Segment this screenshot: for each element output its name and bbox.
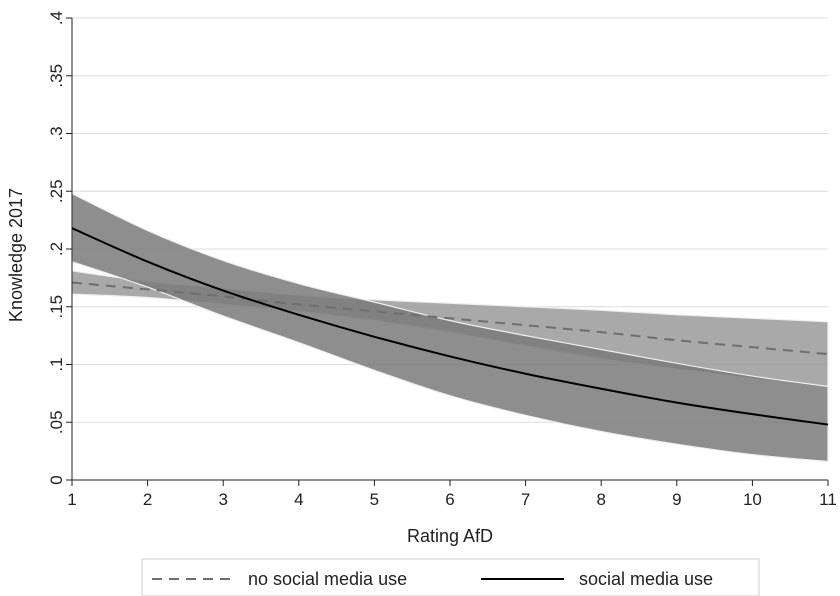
legend-label-social-media: social media use (579, 569, 713, 589)
ci-band-social-media-use (71, 192, 829, 463)
x-tick-label: 9 (672, 490, 681, 509)
legend-label-no-social-media: no social media use (248, 569, 407, 589)
x-tick-label: 7 (521, 490, 530, 509)
x-tick-label: 10 (743, 490, 762, 509)
y-tick-label: .25 (47, 179, 66, 203)
tick-labels: 0 .05 .1 .15 .2 .25 .3 .35 .4 1 2 3 4 5 6 7 8 9 10 11 (47, 11, 837, 509)
legend-box (141, 558, 760, 596)
x-tick-label: 5 (370, 490, 379, 509)
confidence-bands (71, 192, 829, 463)
y-tick-label: 0 (47, 475, 66, 484)
x-tick-label: 3 (218, 490, 227, 509)
y-tick-label: .1 (47, 357, 66, 371)
x-tick-label: 2 (143, 490, 152, 509)
y-tick-label: .2 (47, 242, 66, 256)
series-lines (71, 227, 829, 426)
y-tick-label: .4 (47, 11, 66, 25)
x-tick-label: 8 (596, 490, 605, 509)
y-axis-title: Knowledge 2017 (6, 188, 26, 322)
series-line-no-social-media-use (71, 281, 829, 356)
x-tick-label: 11 (819, 490, 837, 509)
x-axis-title: Rating AfD (407, 526, 493, 546)
axes (66, 17, 829, 486)
y-tick-label: .3 (47, 126, 66, 140)
y-tick-label: .35 (47, 64, 66, 88)
x-tick-label: 1 (67, 490, 76, 509)
legend: no social media use social media use (141, 558, 760, 596)
series-line-social-media-use (71, 227, 829, 426)
x-tick-label: 4 (294, 490, 303, 509)
y-tick-label: .05 (47, 410, 66, 434)
y-tick-label: .15 (47, 295, 66, 319)
x-tick-label: 6 (445, 490, 454, 509)
